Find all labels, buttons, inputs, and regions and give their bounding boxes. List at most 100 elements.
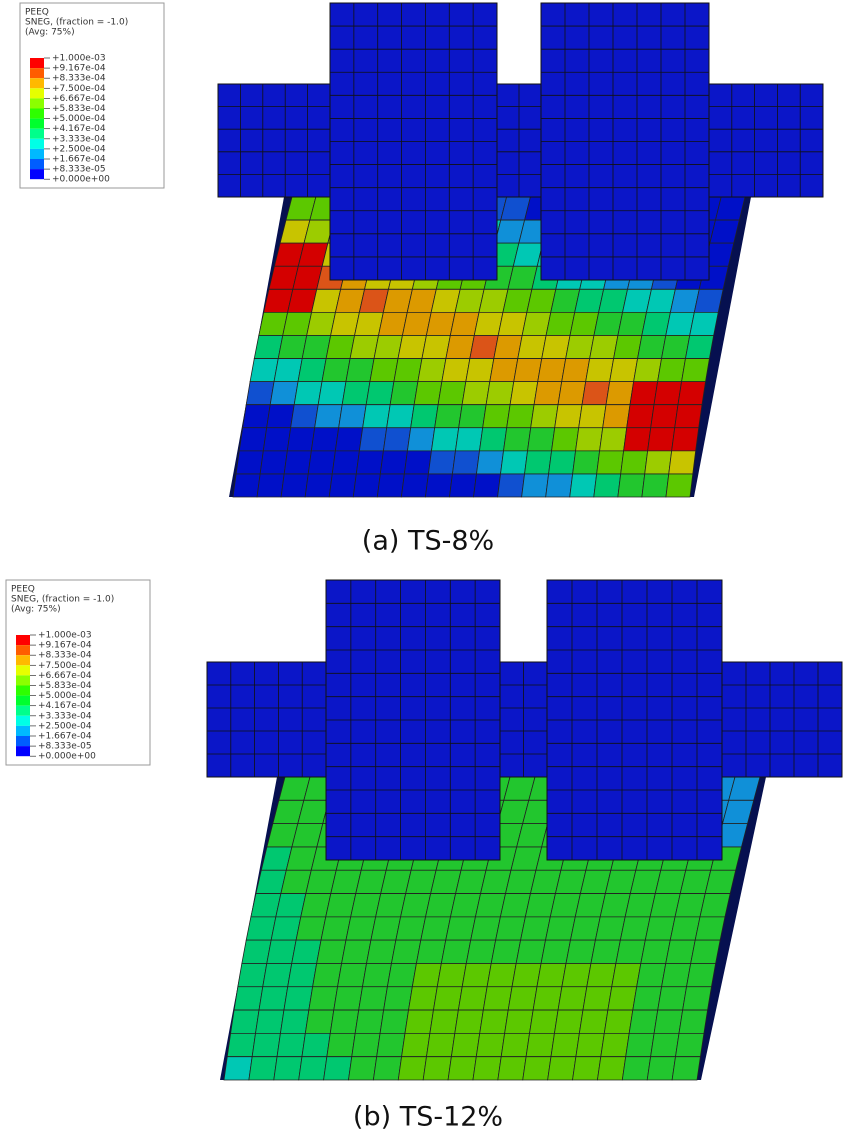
mesh-cell xyxy=(307,450,336,475)
mesh-cell xyxy=(345,916,377,941)
mesh-cell xyxy=(682,986,712,1011)
mesh-cell xyxy=(650,404,679,429)
caption: (b) TS-12% xyxy=(353,1102,503,1133)
legend-swatch xyxy=(16,665,30,676)
mesh-cell xyxy=(490,939,522,964)
mesh-cell xyxy=(237,963,268,988)
mesh-cell xyxy=(586,963,617,988)
legend-label: +0.000e+00 xyxy=(52,175,110,185)
mesh-cell xyxy=(704,869,737,894)
mesh-cell xyxy=(386,963,417,988)
mesh-cell xyxy=(301,335,332,359)
mesh-cell xyxy=(611,963,642,988)
mesh-cell xyxy=(449,473,477,498)
legend-label: +9.167e-04 xyxy=(52,64,106,74)
mesh-cell xyxy=(657,358,686,383)
mesh-cell xyxy=(637,335,667,359)
mesh-cell xyxy=(479,1009,509,1034)
mesh-cell xyxy=(458,404,487,429)
legend-swatch xyxy=(30,78,44,89)
mesh-cell xyxy=(632,986,663,1011)
mesh-cell xyxy=(349,335,379,359)
mesh-cell xyxy=(565,335,595,359)
mesh-cell xyxy=(561,963,592,988)
mesh-cell xyxy=(304,473,333,498)
legend-label: +6.667e-04 xyxy=(52,94,106,104)
mesh-cell xyxy=(304,1009,335,1034)
mesh-cell xyxy=(323,1056,353,1081)
mesh-cell xyxy=(420,916,451,941)
mesh-cell xyxy=(341,381,371,406)
mesh-cell xyxy=(650,1032,680,1058)
mesh-cell xyxy=(671,427,700,452)
mesh-cell xyxy=(337,963,368,988)
mesh-cell xyxy=(325,335,356,359)
mesh-cell xyxy=(447,1056,477,1081)
mesh-cell xyxy=(266,939,297,964)
mesh-cell xyxy=(665,473,694,498)
mesh-cell xyxy=(242,404,271,429)
mesh-cell xyxy=(689,311,719,336)
legend-swatch xyxy=(16,685,30,696)
legend-swatch xyxy=(16,675,30,686)
mesh-cell xyxy=(551,427,580,452)
mesh-cell xyxy=(279,1009,310,1034)
mesh-cell xyxy=(251,1032,281,1058)
mesh-cell xyxy=(709,219,740,244)
mesh-cell xyxy=(436,963,467,988)
mesh-cell xyxy=(578,1009,609,1034)
mesh-cell xyxy=(596,1056,627,1081)
mesh-cell xyxy=(529,1009,559,1034)
mesh-cell xyxy=(262,427,292,452)
mesh-cell xyxy=(382,427,412,452)
mesh-cell xyxy=(314,404,343,429)
mesh-cell xyxy=(321,358,351,383)
mesh-cell xyxy=(485,381,515,406)
mesh-cell xyxy=(615,939,646,964)
mesh-cell xyxy=(386,404,415,429)
legend-label: +8.333e-04 xyxy=(38,651,92,661)
mesh-cell xyxy=(684,335,715,359)
mesh-cell xyxy=(641,473,670,498)
mesh-cell xyxy=(504,1009,534,1034)
mesh-cell xyxy=(429,1009,459,1034)
mesh-cell xyxy=(390,939,422,964)
mesh-cell xyxy=(450,1032,481,1058)
mesh-cell xyxy=(376,1032,406,1058)
mesh-cell xyxy=(590,939,621,964)
legend-label: +8.333e-05 xyxy=(52,165,106,175)
mesh-cell xyxy=(623,427,652,452)
legend-label: +3.333e-04 xyxy=(38,711,92,721)
mesh-cell xyxy=(422,1056,452,1081)
legend-label: +4.167e-04 xyxy=(52,124,106,134)
mesh-cell xyxy=(441,358,471,383)
mesh-cell xyxy=(550,1032,580,1058)
mesh-cell xyxy=(497,473,525,498)
mesh-cell xyxy=(678,1009,709,1034)
legend-label: +1.667e-04 xyxy=(38,732,92,742)
mesh-cell xyxy=(331,450,360,475)
mesh-cell xyxy=(593,473,622,498)
mesh-cell xyxy=(602,404,631,429)
mesh-cell xyxy=(486,963,517,988)
mesh-cell xyxy=(316,939,347,964)
mesh-cell xyxy=(699,893,731,918)
mesh-cell xyxy=(366,939,397,964)
mesh-cell xyxy=(536,963,567,988)
legend-label: +5.000e-04 xyxy=(38,691,92,701)
mesh-cell xyxy=(690,939,721,964)
mesh-cell xyxy=(521,473,550,498)
mesh-cell xyxy=(675,1032,705,1058)
legend-label: +2.500e-04 xyxy=(52,144,106,154)
mesh-cell xyxy=(585,358,615,383)
legend-description: SNEG, (fraction = -1.0) xyxy=(25,18,128,28)
mesh-cell xyxy=(333,986,363,1011)
mesh-cell xyxy=(545,473,574,498)
mesh-cell xyxy=(253,335,284,359)
mesh-cell xyxy=(280,473,309,498)
mesh-cell xyxy=(620,450,649,475)
mesh-cell xyxy=(524,450,553,475)
legend-averaging: (Avg: 75%) xyxy=(11,605,61,615)
mesh-cell xyxy=(320,916,352,941)
mesh-cell xyxy=(403,450,432,475)
